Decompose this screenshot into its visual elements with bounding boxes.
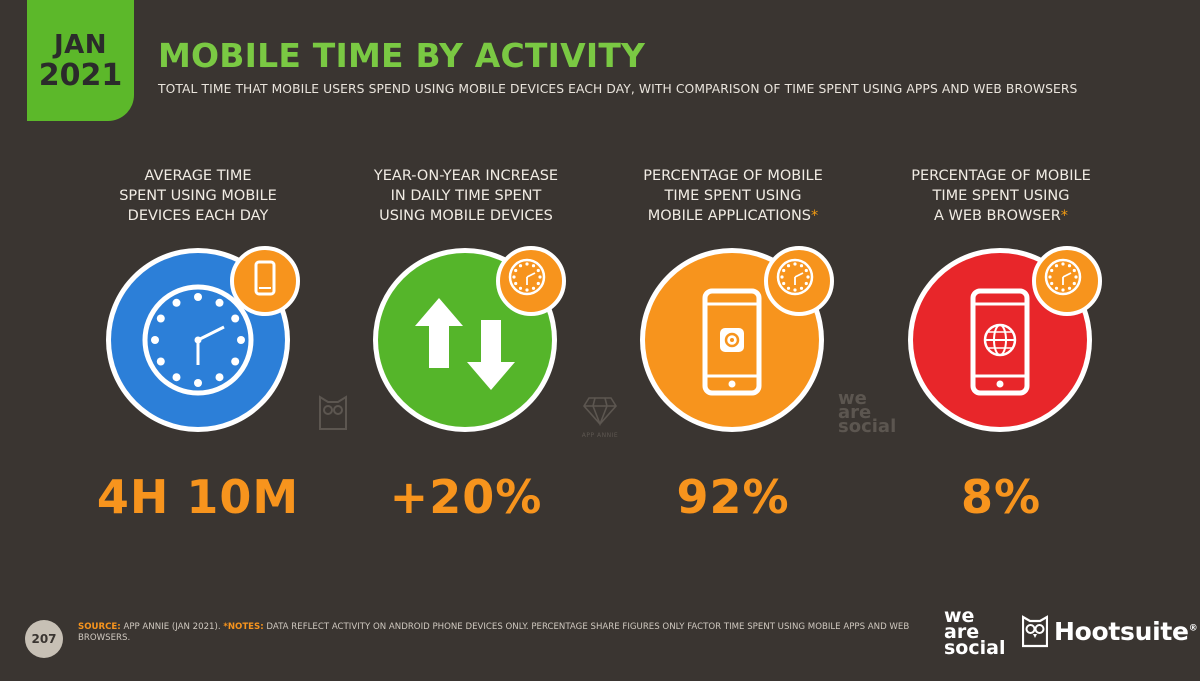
page-subtitle: TOTAL TIME THAT MOBILE USERS SPEND USING… xyxy=(158,82,1078,96)
logo-line: are xyxy=(944,621,980,643)
date-badge: JAN 2021 xyxy=(27,0,134,121)
hootsuite-owl-icon xyxy=(1022,615,1048,648)
watermark-line: social xyxy=(838,416,897,437)
app-annie-diamond-icon xyxy=(583,397,617,427)
source-label: SOURCE: xyxy=(78,622,121,632)
label-line: TIME SPENT USING xyxy=(932,188,1070,204)
label-line: SPENT USING MOBILE xyxy=(119,188,277,204)
notes-text: DATA REFLECT ACTIVITY ON ANDROID PHONE D… xyxy=(78,622,910,643)
clock-icon xyxy=(1044,258,1082,296)
stat-label-browser: PERCENTAGE OF MOBILE TIME SPENT USING A … xyxy=(866,166,1136,230)
mobile-phone-icon xyxy=(254,260,276,296)
badge-clock xyxy=(496,246,566,316)
stat-value-avg-time: 4H 10M xyxy=(96,470,300,524)
footer-notes: SOURCE: APP ANNIE (JAN 2021). *NOTES: DA… xyxy=(78,622,918,644)
app-annie-watermark: APP ANNIE xyxy=(577,396,623,439)
label-line: DEVICES EACH DAY xyxy=(127,208,269,224)
label-line: IN DAILY TIME SPENT xyxy=(390,188,542,204)
asterisk: * xyxy=(1060,208,1069,224)
label-line: A WEB BROWSER xyxy=(933,208,1061,224)
phone-app-icon xyxy=(702,288,762,396)
we-are-social-watermark: we are social xyxy=(838,388,897,437)
asterisk: * xyxy=(811,208,819,224)
stat-value-apps: 92% xyxy=(676,470,790,524)
label-line: USING MOBILE DEVICES xyxy=(379,208,553,224)
stat-label-avg-time: AVERAGE TIME SPENT USING MOBILE DEVICES … xyxy=(63,166,333,230)
watermark-line: are xyxy=(838,402,872,423)
registered-mark: ® xyxy=(1188,623,1198,634)
hootsuite-logo: Hootsuite® xyxy=(1022,614,1198,648)
date-year: 2021 xyxy=(38,57,123,93)
badge-clock xyxy=(1032,246,1102,316)
stat-label-apps: PERCENTAGE OF MOBILE TIME SPENT USING MO… xyxy=(598,166,868,230)
stat-label-yoy: YEAR-ON-YEAR INCREASE IN DAILY TIME SPEN… xyxy=(331,166,601,230)
app-annie-watermark-text: APP ANNIE xyxy=(581,432,619,439)
label-line: PERCENTAGE OF MOBILE xyxy=(911,168,1091,184)
source-text: APP ANNIE (JAN 2021). xyxy=(120,622,224,632)
watermark-line: we xyxy=(838,388,867,409)
logo-line: we xyxy=(944,605,975,627)
page-number: 207 xyxy=(25,620,63,658)
up-down-arrows-icon xyxy=(415,298,515,390)
clock-icon xyxy=(508,258,546,296)
stat-value-yoy: +20% xyxy=(389,470,543,524)
page-title: MOBILE TIME BY ACTIVITY xyxy=(158,36,646,75)
clock-icon xyxy=(776,258,814,296)
hootsuite-owl-watermark-icon xyxy=(319,395,347,430)
label-line: PERCENTAGE OF MOBILE xyxy=(643,168,823,184)
stat-value-browser: 8% xyxy=(960,470,1042,524)
phone-browser-icon xyxy=(970,288,1030,396)
label-line: TIME SPENT USING xyxy=(664,188,802,204)
label-line: YEAR-ON-YEAR INCREASE xyxy=(373,168,559,184)
we-are-social-logo: we are social xyxy=(944,605,1006,659)
hootsuite-wordmark: Hootsuite xyxy=(1054,616,1189,646)
logo-line: social xyxy=(944,637,1006,659)
label-line: MOBILE APPLICATIONS xyxy=(647,208,812,224)
clock-icon xyxy=(142,284,254,396)
badge-clock xyxy=(764,246,834,316)
badge-mobile-phone xyxy=(230,246,300,316)
date-month: JAN xyxy=(53,29,108,60)
notes-label: *NOTES: xyxy=(223,622,264,632)
label-line: AVERAGE TIME xyxy=(144,168,252,184)
